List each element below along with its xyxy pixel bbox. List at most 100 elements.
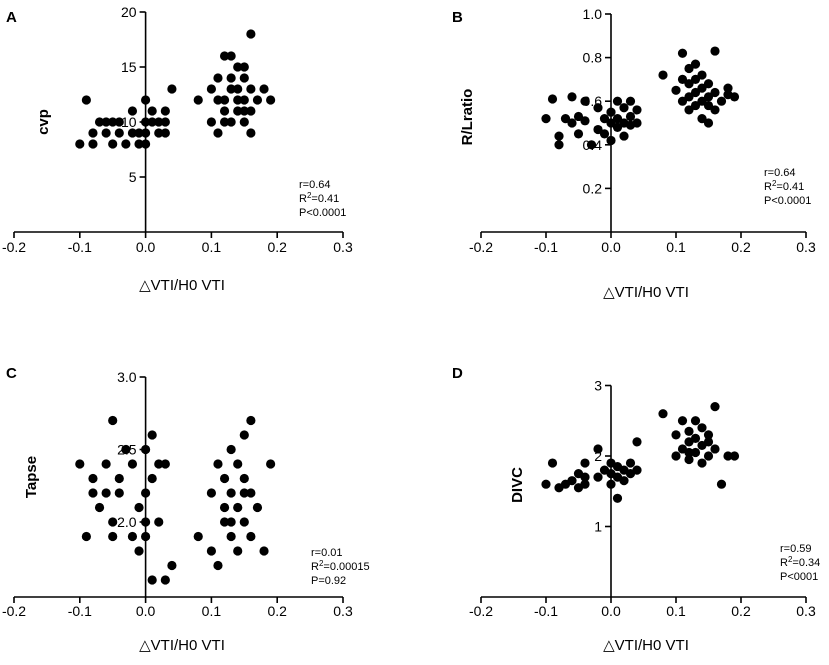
data-point-c-27 bbox=[160, 575, 170, 585]
data-point-d-26 bbox=[671, 451, 681, 461]
data-point-b-37 bbox=[684, 105, 694, 115]
data-point-c-43 bbox=[239, 430, 249, 440]
panel-a: A cvp △VTI/H0 VTI r=0.64 R2=0.41 P<0.000… bbox=[2, 4, 353, 294]
data-point-a-32 bbox=[213, 73, 223, 83]
data-point-c-6 bbox=[101, 459, 111, 469]
data-point-b-6 bbox=[567, 118, 577, 128]
data-point-b-12 bbox=[593, 103, 603, 113]
data-point-c-10 bbox=[114, 473, 124, 484]
data-point-c-48 bbox=[246, 531, 256, 542]
data-point-b-43 bbox=[697, 83, 707, 93]
y-tick-label-d-1: 2 bbox=[594, 448, 602, 464]
data-point-a-28 bbox=[193, 95, 203, 105]
stat-r2-d: R2=0.34 bbox=[780, 555, 820, 569]
data-point-a-50 bbox=[246, 106, 256, 116]
data-point-c-46 bbox=[246, 415, 256, 426]
x-tick-label-a-0: -0.2 bbox=[2, 239, 26, 255]
data-point-d-22 bbox=[625, 458, 636, 468]
data-point-c-26 bbox=[160, 459, 170, 469]
data-point-d-8 bbox=[580, 472, 590, 482]
data-point-b-8 bbox=[573, 129, 584, 139]
data-point-b-2 bbox=[554, 131, 564, 141]
data-point-c-49 bbox=[252, 502, 263, 513]
stat-p-a: P<0.0001 bbox=[299, 207, 346, 219]
stat-p-b: P<0.0001 bbox=[764, 195, 811, 207]
data-point-b-27 bbox=[632, 118, 642, 128]
data-point-a-55 bbox=[266, 95, 276, 105]
data-point-d-41 bbox=[710, 402, 720, 412]
data-point-d-11 bbox=[593, 472, 603, 482]
data-point-a-8 bbox=[108, 139, 118, 149]
data-point-b-7 bbox=[573, 111, 584, 122]
data-point-a-20 bbox=[147, 117, 157, 127]
y-tick-label-a-2: 15 bbox=[121, 59, 137, 75]
data-point-a-56 bbox=[219, 117, 230, 127]
data-point-c-2 bbox=[88, 488, 98, 498]
data-point-a-12 bbox=[127, 128, 138, 138]
data-point-d-33 bbox=[690, 416, 701, 426]
data-point-c-47 bbox=[246, 488, 256, 498]
data-point-c-12 bbox=[121, 444, 131, 455]
data-point-a-5 bbox=[101, 117, 111, 127]
data-point-a-49 bbox=[246, 84, 256, 94]
x-tick-label-a-2: 0.0 bbox=[136, 239, 156, 255]
data-point-b-39 bbox=[690, 74, 701, 84]
data-point-c-29 bbox=[193, 531, 203, 542]
data-point-c-4 bbox=[94, 502, 105, 513]
data-point-b-10 bbox=[580, 116, 590, 126]
x-tick-label-d-4: 0.2 bbox=[731, 603, 751, 619]
y-tick-label-a-0: 5 bbox=[129, 169, 137, 185]
data-point-b-36 bbox=[684, 79, 694, 89]
data-point-c-20 bbox=[141, 531, 151, 542]
x-tick-label-b-4: 0.2 bbox=[731, 239, 751, 255]
x-tick-label-d-0: -0.2 bbox=[469, 603, 493, 619]
data-point-b-19 bbox=[612, 122, 623, 132]
data-point-a-0 bbox=[75, 139, 85, 149]
data-point-a-27 bbox=[160, 106, 170, 116]
data-point-b-23 bbox=[619, 131, 629, 141]
data-point-b-45 bbox=[697, 114, 707, 124]
data-point-c-19 bbox=[141, 517, 151, 527]
data-point-c-32 bbox=[213, 459, 223, 469]
stat-r-b: r=0.64 bbox=[764, 167, 796, 179]
x-tick-label-a-5: 0.3 bbox=[333, 239, 353, 255]
data-point-c-35 bbox=[219, 517, 230, 527]
data-point-d-43 bbox=[716, 479, 727, 489]
data-point-c-28 bbox=[167, 560, 177, 571]
data-point-c-3 bbox=[88, 473, 98, 484]
panel-d: D DIVC △VTI/H0 VTI r=0.59 R2=0.34 P<0001… bbox=[452, 365, 820, 654]
x-tick-label-b-5: 0.3 bbox=[796, 239, 816, 255]
data-point-c-30 bbox=[206, 488, 216, 498]
data-point-b-4 bbox=[560, 114, 571, 124]
data-point-a-52 bbox=[246, 128, 256, 138]
data-point-d-25 bbox=[658, 409, 668, 419]
data-point-a-29 bbox=[206, 117, 216, 127]
data-point-d-42 bbox=[710, 444, 720, 454]
data-point-d-13 bbox=[606, 479, 616, 489]
data-point-c-52 bbox=[226, 517, 236, 527]
data-point-a-44 bbox=[233, 106, 243, 116]
data-point-c-18 bbox=[141, 488, 151, 498]
panel-b: B R/Lratio △VTI/H0 VTI r=0.64 R2=0.41 P<… bbox=[452, 6, 816, 301]
x-tick-label-b-3: 0.1 bbox=[666, 239, 686, 255]
data-point-a-13 bbox=[127, 106, 138, 116]
stat-r-d: r=0.59 bbox=[780, 543, 812, 555]
data-point-c-36 bbox=[219, 473, 230, 484]
data-point-d-38 bbox=[697, 423, 707, 433]
data-point-c-53 bbox=[239, 488, 249, 498]
data-point-a-57 bbox=[239, 106, 249, 116]
data-point-b-9 bbox=[580, 96, 590, 106]
x-tick-label-b-0: -0.2 bbox=[469, 239, 493, 255]
data-point-b-33 bbox=[677, 74, 688, 84]
x-tick-label-d-5: 0.3 bbox=[796, 603, 816, 619]
data-point-c-31 bbox=[206, 546, 216, 556]
x-tick-label-b-1: -0.1 bbox=[534, 239, 558, 255]
data-point-a-47 bbox=[239, 95, 249, 105]
data-point-d-0 bbox=[541, 479, 551, 489]
data-point-c-25 bbox=[154, 517, 164, 527]
data-point-a-19 bbox=[141, 139, 151, 149]
x-tick-label-c-3: 0.1 bbox=[202, 603, 222, 619]
data-point-c-37 bbox=[226, 444, 236, 455]
y-axis-label-b: R/Lratio bbox=[459, 89, 476, 146]
y-tick-label-a-3: 20 bbox=[121, 4, 137, 20]
